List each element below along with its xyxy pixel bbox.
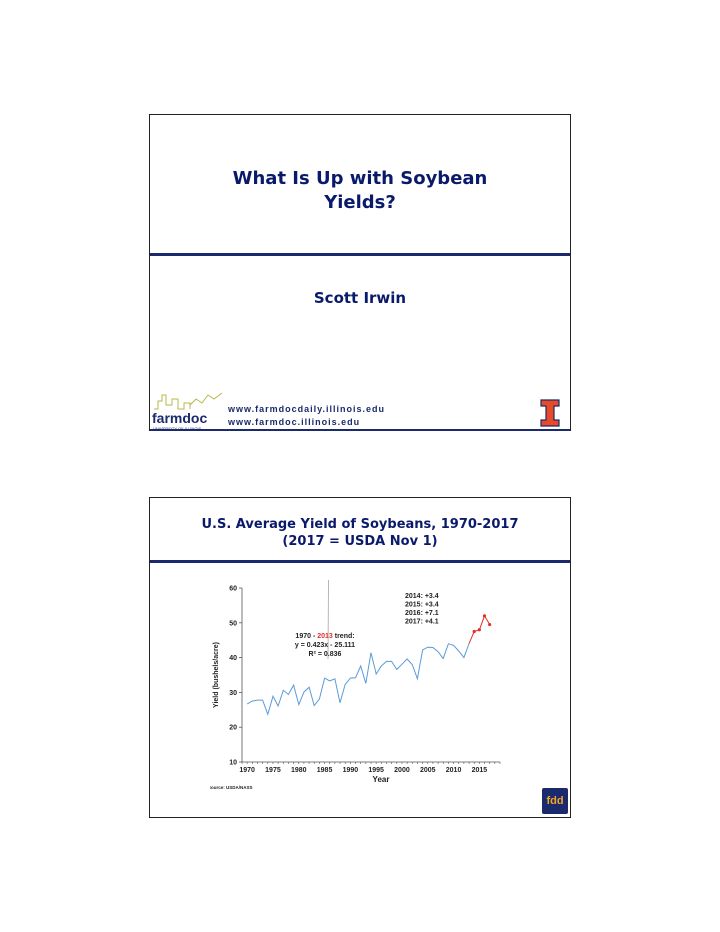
logo-subtitle: UNIVERSITY OF ILLINOIS [153,426,201,431]
chart-slide-divider [150,560,570,563]
deviation-label: 2016: +7.1 [405,610,439,617]
x-tick-label: 1995 [368,767,384,774]
trend-annotation-line1: 1970 - 2013 trend: [295,633,354,640]
y-tick-label: 40 [229,655,237,662]
y-tick-label: 50 [229,620,237,627]
trend-annotation-end-year: 2013 [317,633,333,640]
x-tick-label: 1980 [291,767,307,774]
deviation-label: 2014: +3.4 [405,593,439,600]
deviation-label: 2015: +3.4 [405,602,439,609]
slide-title-line2: Yields? [324,192,396,213]
x-tick-label: 1985 [317,767,333,774]
illinois-block-i-logo [540,399,560,427]
yield-chart: 10 20 30 40 50 60 1970 1975 1980 1985 1990 1995 2000… [208,0,510,795]
deviation-label: 2017: +4.1 [405,619,439,626]
trend-equation: y = 0.423x - 25.111 [295,642,355,649]
chart-slide-title-line2: (2017 = USDA Nov 1) [282,534,438,549]
x-tick-label: 1990 [343,767,359,774]
y-tick-label: 10 [229,760,237,767]
y-tick-label: 30 [229,690,237,697]
x-tick-label: 2015 [472,767,488,774]
x-tick-label: 1975 [265,767,281,774]
recent-yield-point [477,628,481,632]
yield-series-line [246,643,470,716]
chart-slide-title-line1: U.S. Average Yield of Soybeans, 1970-201… [201,517,519,532]
y-tick-label: 60 [229,586,237,593]
author-name: Scott Irwin [313,289,407,307]
recent-yield-point [488,622,492,627]
website-links: www.farmdocdaily.illinois.edu www.farmdo… [228,403,385,429]
title-slide: What Is Up with Soybean Yields? Scott Ir… [149,114,571,431]
logo-wordmark: farmdoc [152,410,207,426]
recent-yield-point [482,614,487,618]
fdd-logo: fdd [542,788,568,814]
url-farmdoc[interactable]: www.farmdoc.illinois.edu [228,417,361,427]
x-tick-label: 2010 [446,767,462,774]
trend-r-squared: R² = 0.836 [309,651,342,658]
y-tick-label: 20 [229,725,237,732]
slide-title-line1: What Is Up with Soybean [232,168,488,189]
title-divider [150,253,570,256]
trend-annotation-suffix: trend: [333,633,355,640]
url-farmdocdaily[interactable]: www.farmdocdaily.illinois.edu [228,404,386,414]
farmdoc-logo: farmdoc UNIVERSITY OF ILLINOIS [152,392,223,431]
x-axis-title: Year [373,775,390,784]
y-axis-title: Yield (bushels/acre) [213,642,220,708]
x-tick-label: 2005 [420,767,436,774]
chart-slide-title: U.S. Average Yield of Soybeans, 1970-201… [150,516,570,550]
footer-divider [150,429,570,431]
recent-yield-point [472,629,476,634]
trend-annotation-start: 1970 - [295,633,317,640]
chart-slide: U.S. Average Yield of Soybeans, 1970-201… [149,0,571,818]
x-tick-label: 1970 [239,767,255,774]
x-tick-label: 2000 [394,767,410,774]
slide-title: What Is Up with Soybean Yields? [150,167,570,215]
yield-chart-svg: 10 20 30 40 50 60 1970 1975 1980 1985 1990 1995 2000… [208,0,501,790]
source-note: Source: USDA/NASS [210,785,253,790]
